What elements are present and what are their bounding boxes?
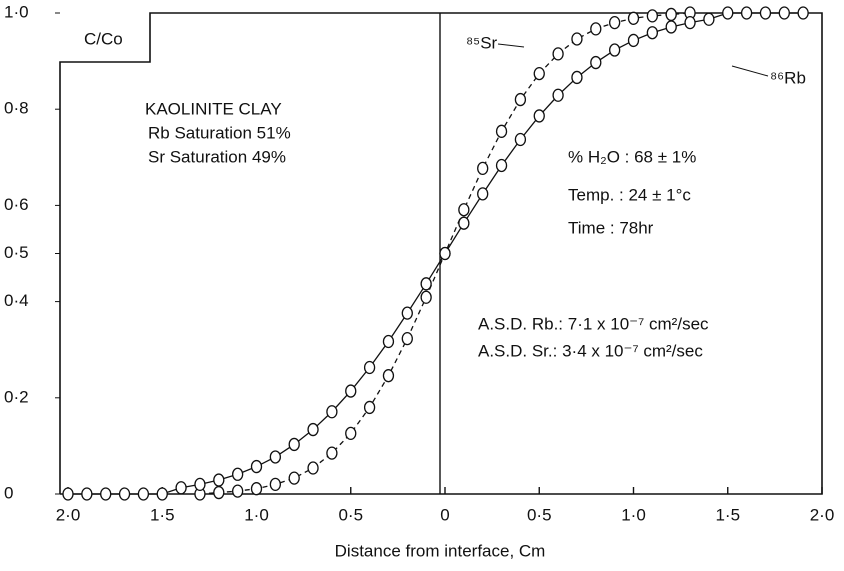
data-point bbox=[495, 124, 508, 138]
data-point bbox=[722, 6, 734, 20]
data-point bbox=[759, 6, 772, 20]
data-point bbox=[326, 446, 338, 460]
data-point bbox=[326, 405, 338, 419]
data-point bbox=[250, 459, 263, 474]
data-point bbox=[269, 477, 282, 492]
data-point bbox=[420, 290, 432, 304]
data-point bbox=[495, 158, 508, 173]
data-point bbox=[609, 15, 621, 30]
data-point bbox=[797, 6, 809, 20]
data-point bbox=[401, 306, 413, 320]
series-label: ⁸⁵Sr bbox=[466, 33, 498, 52]
data-point bbox=[458, 216, 470, 230]
annotation: Rb Saturation 51% bbox=[148, 123, 291, 142]
label-arrow bbox=[731, 65, 769, 77]
x-tick-label: 2·0 bbox=[56, 505, 81, 524]
data-point bbox=[703, 12, 715, 26]
y-axis-label: C/Co bbox=[84, 29, 123, 48]
data-point bbox=[439, 246, 451, 261]
y-tick-label: 0·4 bbox=[4, 291, 29, 310]
data-point bbox=[627, 11, 640, 25]
data-point bbox=[345, 384, 357, 398]
data-point bbox=[590, 22, 602, 36]
data-point bbox=[552, 47, 564, 61]
data-point bbox=[665, 7, 677, 22]
data-point bbox=[665, 20, 677, 34]
data-point bbox=[137, 487, 150, 501]
data-point bbox=[175, 481, 187, 495]
x-tick-label: 0·5 bbox=[338, 505, 363, 524]
y-tick-label: 0·5 bbox=[4, 243, 29, 262]
annotation: Temp. : 24 ± 1°c bbox=[568, 185, 691, 204]
data-point bbox=[213, 485, 225, 500]
data-point bbox=[382, 334, 395, 349]
series-label: ⁸⁶Rb bbox=[770, 68, 806, 87]
annotation: Time : 78hr bbox=[568, 218, 654, 237]
label-arrow bbox=[497, 43, 525, 48]
data-point bbox=[288, 437, 300, 452]
data-point bbox=[363, 360, 376, 375]
data-point bbox=[100, 487, 112, 501]
y-tick-label: 0 bbox=[4, 483, 13, 502]
data-point bbox=[571, 70, 583, 85]
data-point bbox=[514, 132, 527, 147]
data-point bbox=[345, 426, 357, 441]
data-point bbox=[62, 487, 74, 501]
x-tick-label: 0 bbox=[440, 505, 449, 524]
y-tick-label: 1·0 bbox=[4, 2, 29, 21]
x-tick-label: 1·0 bbox=[244, 505, 269, 524]
y-tick-label: 0·8 bbox=[4, 99, 29, 118]
y-tick-label: 0·6 bbox=[4, 195, 29, 214]
data-point bbox=[307, 422, 319, 437]
data-point bbox=[609, 43, 621, 57]
data-point bbox=[156, 487, 168, 501]
data-point bbox=[533, 109, 545, 123]
annotation: A.S.D. Rb.: 7·1 x 10⁻⁷ cm²/sec bbox=[478, 314, 709, 333]
data-point bbox=[269, 450, 282, 464]
data-point bbox=[778, 6, 790, 20]
data-point bbox=[363, 400, 376, 415]
x-tick-label: 0·5 bbox=[527, 505, 552, 524]
data-point bbox=[684, 15, 696, 30]
data-point bbox=[420, 277, 432, 291]
data-point bbox=[250, 482, 263, 496]
annotation: A.S.D. Sr.: 3·4 x 10⁻⁷ cm²/sec bbox=[478, 341, 703, 360]
series-line bbox=[68, 12, 804, 495]
data-point bbox=[81, 487, 93, 501]
data-point bbox=[477, 187, 489, 201]
data-point bbox=[646, 26, 658, 40]
data-point bbox=[213, 473, 225, 487]
data-point bbox=[627, 33, 640, 48]
data-point bbox=[590, 55, 602, 70]
data-point bbox=[194, 477, 206, 492]
x-tick-label: 1·0 bbox=[621, 505, 646, 524]
data-point bbox=[552, 88, 564, 102]
annotation: KAOLINITE CLAY bbox=[145, 99, 282, 118]
data-point bbox=[118, 487, 131, 501]
x-axis-label: Distance from interface, Cm bbox=[335, 541, 546, 560]
data-point bbox=[231, 484, 244, 498]
data-point bbox=[382, 369, 395, 383]
data-point bbox=[458, 203, 470, 217]
data-point bbox=[307, 461, 319, 475]
x-tick-label: 2·0 bbox=[810, 505, 835, 524]
data-point bbox=[533, 66, 545, 81]
annotation: Sr Saturation 49% bbox=[148, 147, 286, 166]
x-tick-label: 1·5 bbox=[150, 505, 175, 524]
data-point bbox=[646, 9, 658, 23]
annotation: % H₂O : 68 ± 1% bbox=[568, 147, 696, 166]
data-point bbox=[477, 161, 489, 176]
data-point bbox=[514, 92, 527, 107]
data-point bbox=[740, 6, 753, 20]
data-point bbox=[571, 32, 583, 46]
data-point bbox=[231, 467, 244, 481]
data-point bbox=[401, 331, 413, 346]
x-tick-label: 1·5 bbox=[715, 505, 740, 524]
y-tick-label: 0·2 bbox=[4, 387, 29, 406]
data-point bbox=[288, 471, 300, 485]
